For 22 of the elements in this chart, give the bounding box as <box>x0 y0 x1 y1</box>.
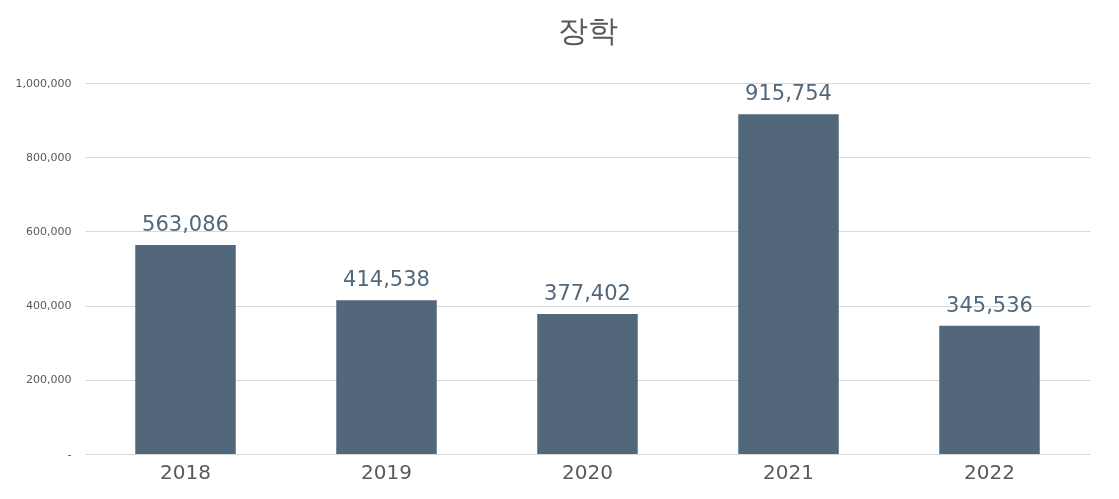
x-tick-label: 2019 <box>361 459 412 484</box>
y-tick-label: 1,000,000 <box>15 76 72 90</box>
y-tick-label: 800,000 <box>26 150 72 164</box>
bar <box>336 300 437 454</box>
data-label: 915,754 <box>745 81 832 106</box>
y-tick-label: - <box>67 447 72 461</box>
bar <box>738 114 839 454</box>
y-tick-label: 600,000 <box>26 224 72 238</box>
data-label: 345,536 <box>946 292 1033 317</box>
bar <box>939 325 1040 454</box>
y-tick-label: 200,000 <box>26 373 72 387</box>
data-label: 377,402 <box>544 280 631 305</box>
x-tick-label: 2018 <box>160 459 211 484</box>
data-label: 563,086 <box>142 212 229 237</box>
data-label: 414,538 <box>343 267 430 292</box>
x-tick-label: 2020 <box>562 459 613 484</box>
chart-title: 장학 <box>557 13 618 48</box>
x-tick-label: 2022 <box>964 459 1015 484</box>
bar <box>537 313 638 454</box>
x-tick-label: 2021 <box>763 459 814 484</box>
y-tick-label: 400,000 <box>26 299 72 313</box>
bar <box>135 245 236 454</box>
